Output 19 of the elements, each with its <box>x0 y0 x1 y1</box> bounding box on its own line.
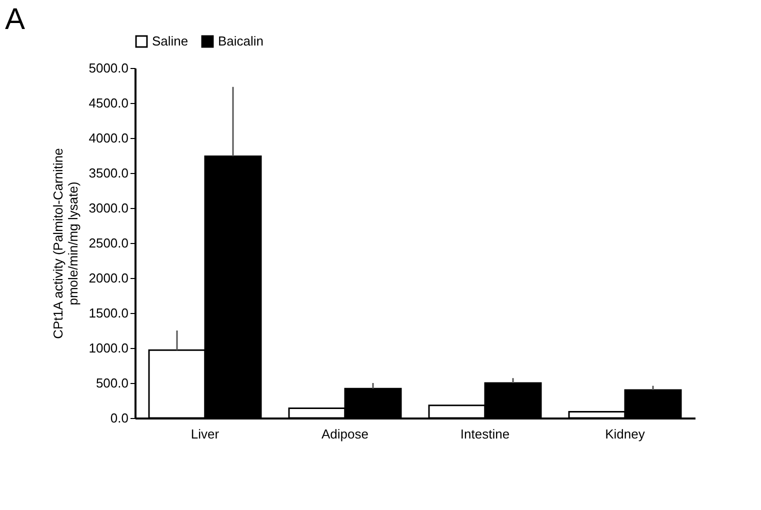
x-tick-label: Intestine <box>460 426 510 442</box>
y-tick-label: 1500.0 <box>88 306 128 320</box>
y-axis-title: CPt1A activity (Palmitol-Carnitine pmole/min/mg lysate) <box>50 148 81 339</box>
y-tick-label: 0.0 <box>110 410 128 426</box>
y-tick-label: 3500.0 <box>88 166 128 180</box>
y-tick-label: 4000.0 <box>88 130 128 146</box>
x-tick-label: Adipose <box>322 426 368 442</box>
y-tick-label: 4500.0 <box>88 96 128 110</box>
y-tick-label: 2500.0 <box>88 236 128 250</box>
y-tick-label: 3000.0 <box>88 200 128 216</box>
y-tick-label: 1000.0 <box>88 340 128 356</box>
y-tick-label: 2000.0 <box>88 270 128 286</box>
x-tick-label: Kidney <box>605 426 646 442</box>
x-tick-label: Liver <box>190 426 220 442</box>
legend-label: Baicalin <box>218 34 264 49</box>
y-tick-label: 5000.0 <box>88 60 128 76</box>
legend-label: Saline <box>152 34 188 49</box>
chart-title: A <box>5 3 26 36</box>
y-tick-label: 500.0 <box>96 376 128 390</box>
